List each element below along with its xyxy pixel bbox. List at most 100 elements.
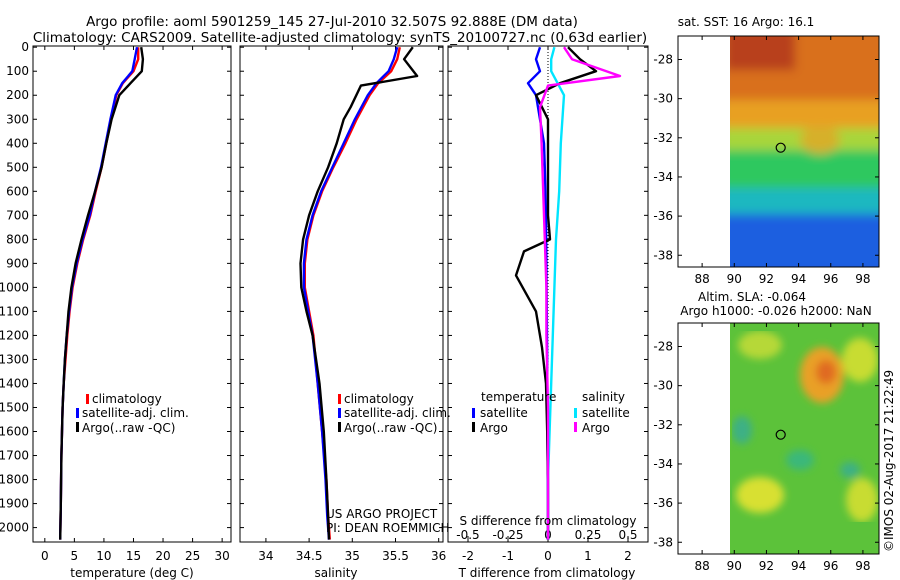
map-x-tick-label: 96	[823, 559, 838, 573]
y-tick-label: 1500	[0, 400, 29, 414]
x-tick-label: 0	[41, 549, 49, 563]
sst-band-green	[730, 150, 879, 195]
x-tick-label: -1	[502, 549, 514, 563]
y-tick-label: 700	[6, 208, 29, 222]
argo-position-marker	[775, 142, 786, 153]
salinity-legend: climatology satellite-adj. clim. Argo(..…	[338, 392, 451, 435]
legend-title-temperature: temperature	[481, 390, 556, 404]
temperature-axes-box	[32, 45, 232, 543]
s-tick-label: -0.25	[492, 528, 523, 542]
x-tick-label: 30	[214, 549, 229, 563]
difference-lines	[514, 46, 622, 540]
x-tick-label: 36	[431, 549, 446, 563]
y-tick-label: 1700	[0, 449, 29, 463]
sla-blob-yellow2	[738, 331, 782, 359]
sla-map-frame	[677, 322, 880, 555]
temperature-lines	[59, 46, 145, 540]
y-tick-label: 300	[6, 112, 29, 126]
project-annotation-line1: US ARGO PROJECT	[326, 507, 438, 521]
sla-blob-yellow4	[846, 478, 878, 522]
map-x-tick-label: 88	[694, 272, 709, 286]
difference-ticks: -2 -1 0 1 2-0.5 -0.25 0 0.25 0.5	[448, 46, 648, 563]
sst-band-blue	[730, 214, 879, 267]
x-tick-label: 5	[71, 549, 79, 563]
x-tick-label: 35.5	[382, 549, 409, 563]
figure-title-line2: Climatology: CARS2009. Satellite-adjuste…	[33, 30, 647, 46]
sla-blob-yellow1	[842, 338, 878, 382]
map-y-tick-label: -36	[653, 209, 673, 223]
series-line-satellite-adj-clim-	[302, 46, 399, 540]
legend-title-salinity: salinity	[582, 390, 625, 404]
legend-label-sal-satellite: satellite	[582, 406, 630, 420]
sst-map-ticks: 88 90 92 94 96 98 -28 -30 -32 -34 -36 -38	[653, 36, 879, 286]
series-line-temperature-satellite	[526, 46, 550, 540]
y-tick-label: 100	[6, 64, 29, 78]
legend-swatch-temp-satellite	[472, 408, 475, 418]
x-tick-label: 10	[96, 549, 111, 563]
x-tick-label: 0	[544, 549, 552, 563]
legend-label-temp-argo: Argo	[480, 421, 508, 435]
sst-map-frame	[677, 35, 880, 268]
map-y-tick-label: -32	[653, 418, 673, 432]
salinity-lines	[299, 46, 419, 540]
series-line-salinity-argo	[538, 46, 622, 540]
y-tick-label: 1300	[0, 352, 29, 366]
argo-position-marker	[775, 429, 786, 440]
sst-eddy	[800, 126, 840, 154]
y-tick-label: 200	[6, 88, 29, 102]
s-tick-label: 0.25	[575, 528, 602, 542]
salinity-xlabel: salinity	[314, 566, 357, 580]
map-y-tick-label: -34	[653, 457, 673, 471]
temperature-xlabel: temperature (deg C)	[70, 566, 193, 580]
sla-blob-cyan3	[840, 462, 860, 478]
sla-map-subtitle: Argo h1000: -0.026 h2000: NaN	[680, 304, 872, 318]
legend-swatch-argo	[76, 422, 79, 432]
y-tick-label: 1200	[0, 328, 29, 342]
temperature-legend: climatology satellite-adj. clim. Argo(..…	[76, 392, 189, 435]
x-tick-label: 1	[584, 549, 592, 563]
y-tick-label: 0	[21, 40, 29, 54]
sla-field-blobs	[732, 331, 878, 522]
x-tick-label: 35	[345, 549, 360, 563]
y-tick-label: 500	[6, 160, 29, 174]
legend-swatch-argo	[338, 422, 341, 432]
sla-map-title: Altim. SLA: -0.064	[698, 290, 806, 304]
series-line-temperature-argo	[514, 46, 598, 540]
y-tick-label: 1900	[0, 497, 29, 511]
series-line-salinity-satellite	[546, 46, 566, 540]
sla-field	[730, 323, 879, 554]
sla-blob-yellow3	[736, 477, 784, 513]
y-tick-label: 900	[6, 256, 29, 270]
sst-field	[730, 36, 879, 267]
legend-swatch-satellite	[76, 408, 79, 418]
x-tick-label: 2	[624, 549, 632, 563]
sst-band-hotspot	[730, 36, 795, 70]
legend-swatch-satellite	[338, 408, 341, 418]
map-y-tick-label: -38	[653, 535, 673, 549]
y-tick-label: 400	[6, 136, 29, 150]
legend-label-satellite: satellite-adj. clim.	[82, 406, 189, 420]
series-line-argo-raw-qc-	[299, 46, 419, 540]
project-annotation-line2: PI: DEAN ROEMMICH	[326, 521, 449, 535]
map-x-tick-label: 94	[791, 272, 806, 286]
map-y-tick-label: -30	[653, 379, 673, 393]
s-tick-label: 0.5	[618, 528, 637, 542]
difference-panel: -2 -1 0 1 2-0.5 -0.25 0 0.25 0.5 T difference fr…	[447, 45, 649, 580]
figure-title-line1: Argo profile: aoml 5901259_145 27-Jul-20…	[86, 14, 578, 30]
s-tick-label: -0.5	[456, 528, 479, 542]
difference-xlabel: T difference from climatology	[458, 566, 636, 580]
temperature-ticks: 0100200300400500600700800900100011001200…	[0, 40, 231, 563]
y-tick-label: 1600	[0, 425, 29, 439]
sla-blob-cyan1	[786, 450, 814, 470]
map-x-tick-label: 90	[727, 272, 742, 286]
map-x-tick-label: 94	[791, 559, 806, 573]
map-y-tick-label: -38	[653, 248, 673, 262]
legend-label-climatology: climatology	[344, 392, 414, 406]
map-x-tick-label: 88	[694, 559, 709, 573]
credit-text: ©IMOS 02-Aug-2017 21:22:49	[882, 370, 896, 552]
y-tick-label: 2000	[0, 521, 29, 535]
x-tick-label: 15	[126, 549, 141, 563]
map-y-tick-label: -32	[653, 131, 673, 145]
x-tick-label: 34	[258, 549, 273, 563]
